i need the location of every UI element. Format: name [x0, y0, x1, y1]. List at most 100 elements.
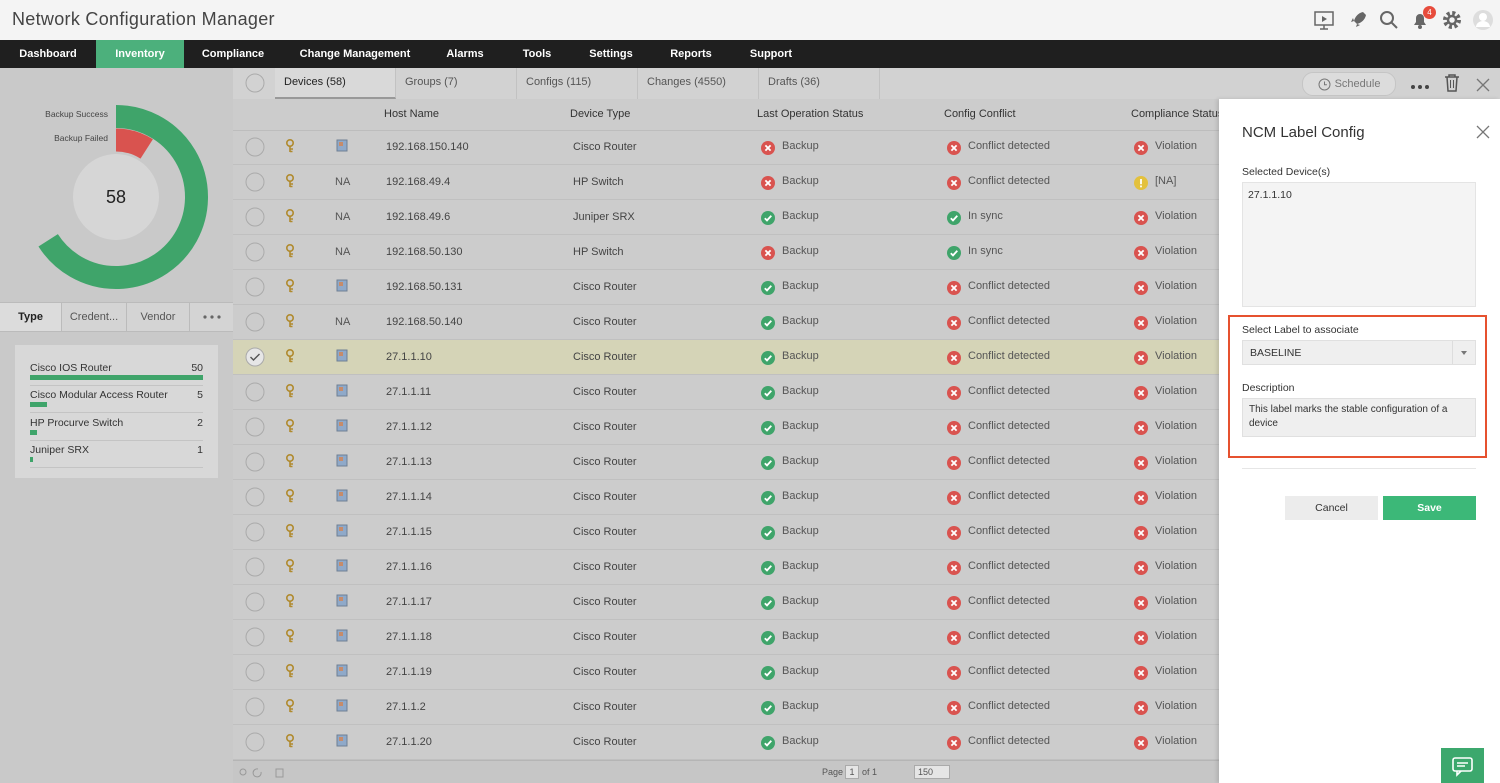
conflict-status-text: Conflict detected: [968, 490, 1050, 502]
more-tabs[interactable]: [190, 303, 233, 331]
bell-icon[interactable]: [1409, 9, 1431, 31]
table-row[interactable]: NA 192.168.50.130 HP Switch Backup In sync Vi…: [233, 235, 1219, 270]
page-input[interactable]: 1: [845, 765, 859, 779]
tab[interactable]: Configs (115): [517, 68, 638, 99]
nav-item[interactable]: Support: [749, 48, 793, 60]
radio: [245, 522, 265, 542]
key-icon: [285, 348, 295, 363]
per-page-select[interactable]: 150: [914, 765, 950, 779]
row-select[interactable]: [245, 627, 265, 647]
compliance-status-icon: [1134, 666, 1148, 680]
device-type-icon: [336, 419, 348, 436]
sidebar-tab[interactable]: Type: [0, 303, 63, 331]
description-box[interactable]: This label marks the stable configuratio…: [1242, 398, 1476, 437]
tab[interactable]: Devices (58): [275, 68, 396, 99]
table-row[interactable]: 27.1.1.18 Cisco Router Backup Conflict dete…: [233, 620, 1219, 655]
nav-item[interactable]: Change Management: [299, 48, 411, 60]
row-select[interactable]: [245, 592, 265, 612]
avatar-icon[interactable]: [1472, 9, 1494, 31]
more-actions[interactable]: [1409, 73, 1431, 93]
type-row[interactable]: Juniper SRX 1: [30, 441, 203, 469]
panel-close[interactable]: [1476, 125, 1490, 139]
table-row[interactable]: 27.1.1.20 Cisco Router Backup Conflict dete…: [233, 725, 1219, 760]
cancel-button[interactable]: Cancel: [1285, 496, 1378, 520]
table-row[interactable]: 27.1.1.12 Cisco Router Backup Conflict dete…: [233, 410, 1219, 445]
row-select[interactable]: [245, 732, 265, 752]
table-row[interactable]: 192.168.50.131 Cisco Router Backup Conflict…: [233, 270, 1219, 305]
device-icon: [336, 139, 348, 152]
delete-button[interactable]: [1443, 73, 1461, 93]
key-icon: [285, 593, 295, 608]
settings-icon[interactable]: [1441, 9, 1463, 31]
row-select[interactable]: [245, 557, 265, 577]
bell-icon-glyph: [1414, 14, 1426, 29]
table-row[interactable]: 27.1.1.16 Cisco Router Backup Conflict dete…: [233, 550, 1219, 585]
tab[interactable]: Groups (7): [396, 68, 517, 99]
tab-bar: Devices (58) Groups (7) Configs (115) Chang…: [233, 68, 1500, 100]
type-row[interactable]: Cisco Modular Access Router 5: [30, 386, 203, 414]
row-select[interactable]: [245, 522, 265, 542]
nav-item[interactable]: Inventory: [96, 40, 184, 68]
table-row[interactable]: 27.1.1.19 Cisco Router Backup Conflict dete…: [233, 655, 1219, 690]
row-select[interactable]: [245, 417, 265, 437]
row-select[interactable]: [245, 697, 265, 717]
ok-icon: [761, 561, 775, 575]
row-select[interactable]: [245, 207, 265, 227]
op-status-text: Backup: [782, 175, 819, 187]
tab[interactable]: Drafts (36): [759, 68, 880, 99]
conflict-status-icon: [947, 246, 961, 260]
label-select[interactable]: BASELINE: [1242, 340, 1476, 365]
nav-item[interactable]: Settings: [589, 48, 633, 60]
table-row[interactable]: 27.1.1.10 Cisco Router Backup Conflict dete…: [233, 340, 1219, 375]
row-select[interactable]: [245, 137, 265, 157]
table-row[interactable]: 27.1.1.17 Cisco Router Backup Conflict dete…: [233, 585, 1219, 620]
table-row[interactable]: 27.1.1.11 Cisco Router Backup Conflict dete…: [233, 375, 1219, 410]
row-select[interactable]: [245, 382, 265, 402]
save-button[interactable]: Save: [1383, 496, 1476, 520]
row-select[interactable]: [245, 452, 265, 472]
table-row[interactable]: NA 192.168.50.140 Cisco Router Backup Confli…: [233, 305, 1219, 340]
device-type: Cisco Router: [573, 736, 637, 748]
error-icon: [1134, 631, 1148, 645]
close-overlay[interactable]: [1476, 78, 1490, 92]
key-icon: [285, 243, 295, 258]
schedule-button[interactable]: Schedule: [1302, 72, 1396, 96]
table-row[interactable]: NA 192.168.49.4 HP Switch Backup Conflict de…: [233, 165, 1219, 200]
tab[interactable]: Changes (4550): [638, 68, 759, 99]
device-type: Cisco Router: [573, 666, 637, 678]
nav-item[interactable]: Compliance: [201, 48, 265, 60]
nav-item[interactable]: Tools: [522, 48, 552, 60]
x-glyph: [1476, 125, 1490, 139]
nav-item[interactable]: Reports: [670, 48, 712, 60]
sidebar-tab[interactable]: Vendor: [127, 303, 190, 331]
device-type-icon: [336, 524, 348, 541]
row-select[interactable]: [245, 487, 265, 507]
sidebar-tab[interactable]: Credent...: [62, 303, 127, 331]
nav-item[interactable]: Dashboard: [19, 48, 77, 60]
type-row[interactable]: Cisco IOS Router 50: [30, 359, 203, 386]
select-all[interactable]: [245, 73, 265, 93]
present-icon[interactable]: [1313, 9, 1335, 31]
row-select[interactable]: [245, 312, 265, 332]
row-select[interactable]: [245, 347, 265, 367]
table-row[interactable]: 27.1.1.14 Cisco Router Backup Conflict dete…: [233, 480, 1219, 515]
table-row[interactable]: 192.168.150.140 Cisco Router Backup Conflic…: [233, 130, 1219, 165]
search-icon-glyph: [1380, 11, 1398, 29]
row-select[interactable]: [245, 242, 265, 262]
table-row[interactable]: 27.1.1.13 Cisco Router Backup Conflict dete…: [233, 445, 1219, 480]
row-select[interactable]: [245, 172, 265, 192]
row-select[interactable]: [245, 277, 265, 297]
nav-item[interactable]: Alarms: [446, 48, 484, 60]
row-select[interactable]: [245, 662, 265, 682]
chat-button[interactable]: [1441, 748, 1484, 783]
conflict-status-icon: [947, 386, 961, 400]
table-row[interactable]: NA 192.168.49.6 Juniper SRX Backup In sync Vi…: [233, 200, 1219, 235]
rocket-icon[interactable]: [1347, 9, 1369, 31]
search-icon[interactable]: [1378, 9, 1400, 31]
table-row[interactable]: 27.1.1.15 Cisco Router Backup Conflict dete…: [233, 515, 1219, 550]
type-row[interactable]: HP Procurve Switch 2: [30, 414, 203, 441]
conflict-status-icon: [947, 701, 961, 715]
device-type-icon: [336, 489, 348, 506]
table-row[interactable]: 27.1.1.2 Cisco Router Backup Conflict detec…: [233, 690, 1219, 725]
conflict-status-text: Conflict detected: [968, 700, 1050, 712]
